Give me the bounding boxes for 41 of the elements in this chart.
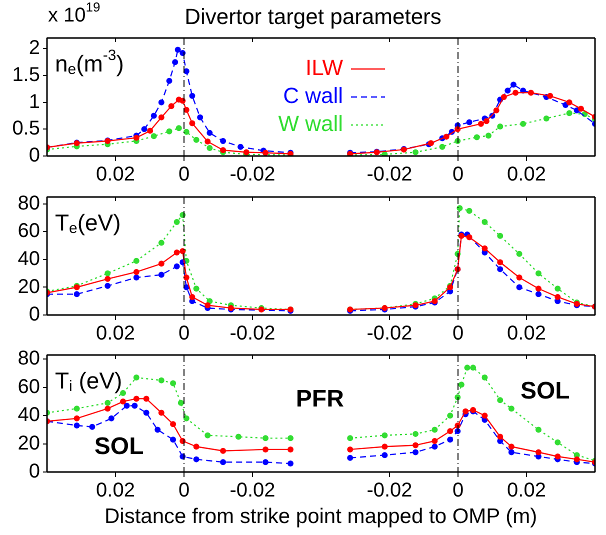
y-tick-label: 60	[18, 220, 40, 242]
y-tick-label: 0.5	[12, 118, 40, 140]
legend-label: C wall	[283, 83, 344, 108]
x-tick-label: -0.02	[230, 164, 276, 186]
x-tick-label: -0.02	[366, 164, 412, 186]
y-tick-label: 0	[28, 304, 40, 326]
y-tick-label: 40	[18, 248, 40, 270]
x-tick-label: 0.02	[507, 164, 546, 186]
x-tick-label: 0.02	[507, 322, 546, 345]
x-tick-label: 0	[178, 164, 190, 186]
x-tick-label: 0	[452, 164, 464, 186]
x-tick-label: 0	[452, 322, 464, 345]
annotation: SOL	[520, 378, 570, 405]
y-tick-label: 1	[28, 90, 40, 113]
x-tick-label: -0.02	[230, 480, 276, 502]
x-tick-label: 0	[452, 480, 464, 502]
y-tick-label: 2	[28, 37, 40, 60]
y-tick-label: 1.5	[12, 64, 40, 86]
y-tick-label: 80	[18, 348, 40, 370]
x-tick-label: -0.02	[230, 322, 276, 345]
y-tick-label: 0	[28, 460, 40, 483]
y-tick-label: 60	[18, 376, 40, 398]
x-tick-label: 0.02	[96, 164, 135, 186]
x-axis-title: Distance from strike point mapped to OMP (m)	[104, 504, 538, 528]
y-tick-label: 40	[18, 404, 40, 426]
y-tick-label: 20	[18, 432, 40, 454]
x-tick-label: 0	[178, 480, 190, 502]
y-tick-label: 0	[28, 144, 40, 167]
x-tick-label: 0.02	[96, 322, 135, 345]
y-tick-label: 20	[18, 276, 40, 298]
x-tick-label: -0.02	[366, 322, 412, 345]
x-tick-label: -0.02	[366, 480, 412, 502]
x-tick-label: 0	[178, 322, 190, 345]
chart-title: Divertor target parameters	[184, 4, 442, 30]
y-tick-label: 80	[18, 192, 40, 214]
legend-label: W wall	[278, 111, 344, 136]
annotation: SOL	[94, 433, 144, 460]
x-tick-label: 0.02	[96, 480, 135, 502]
annotation: PFR	[296, 386, 344, 413]
x-tick-label: 0.02	[507, 480, 546, 502]
legend-label: ILW	[306, 55, 344, 80]
